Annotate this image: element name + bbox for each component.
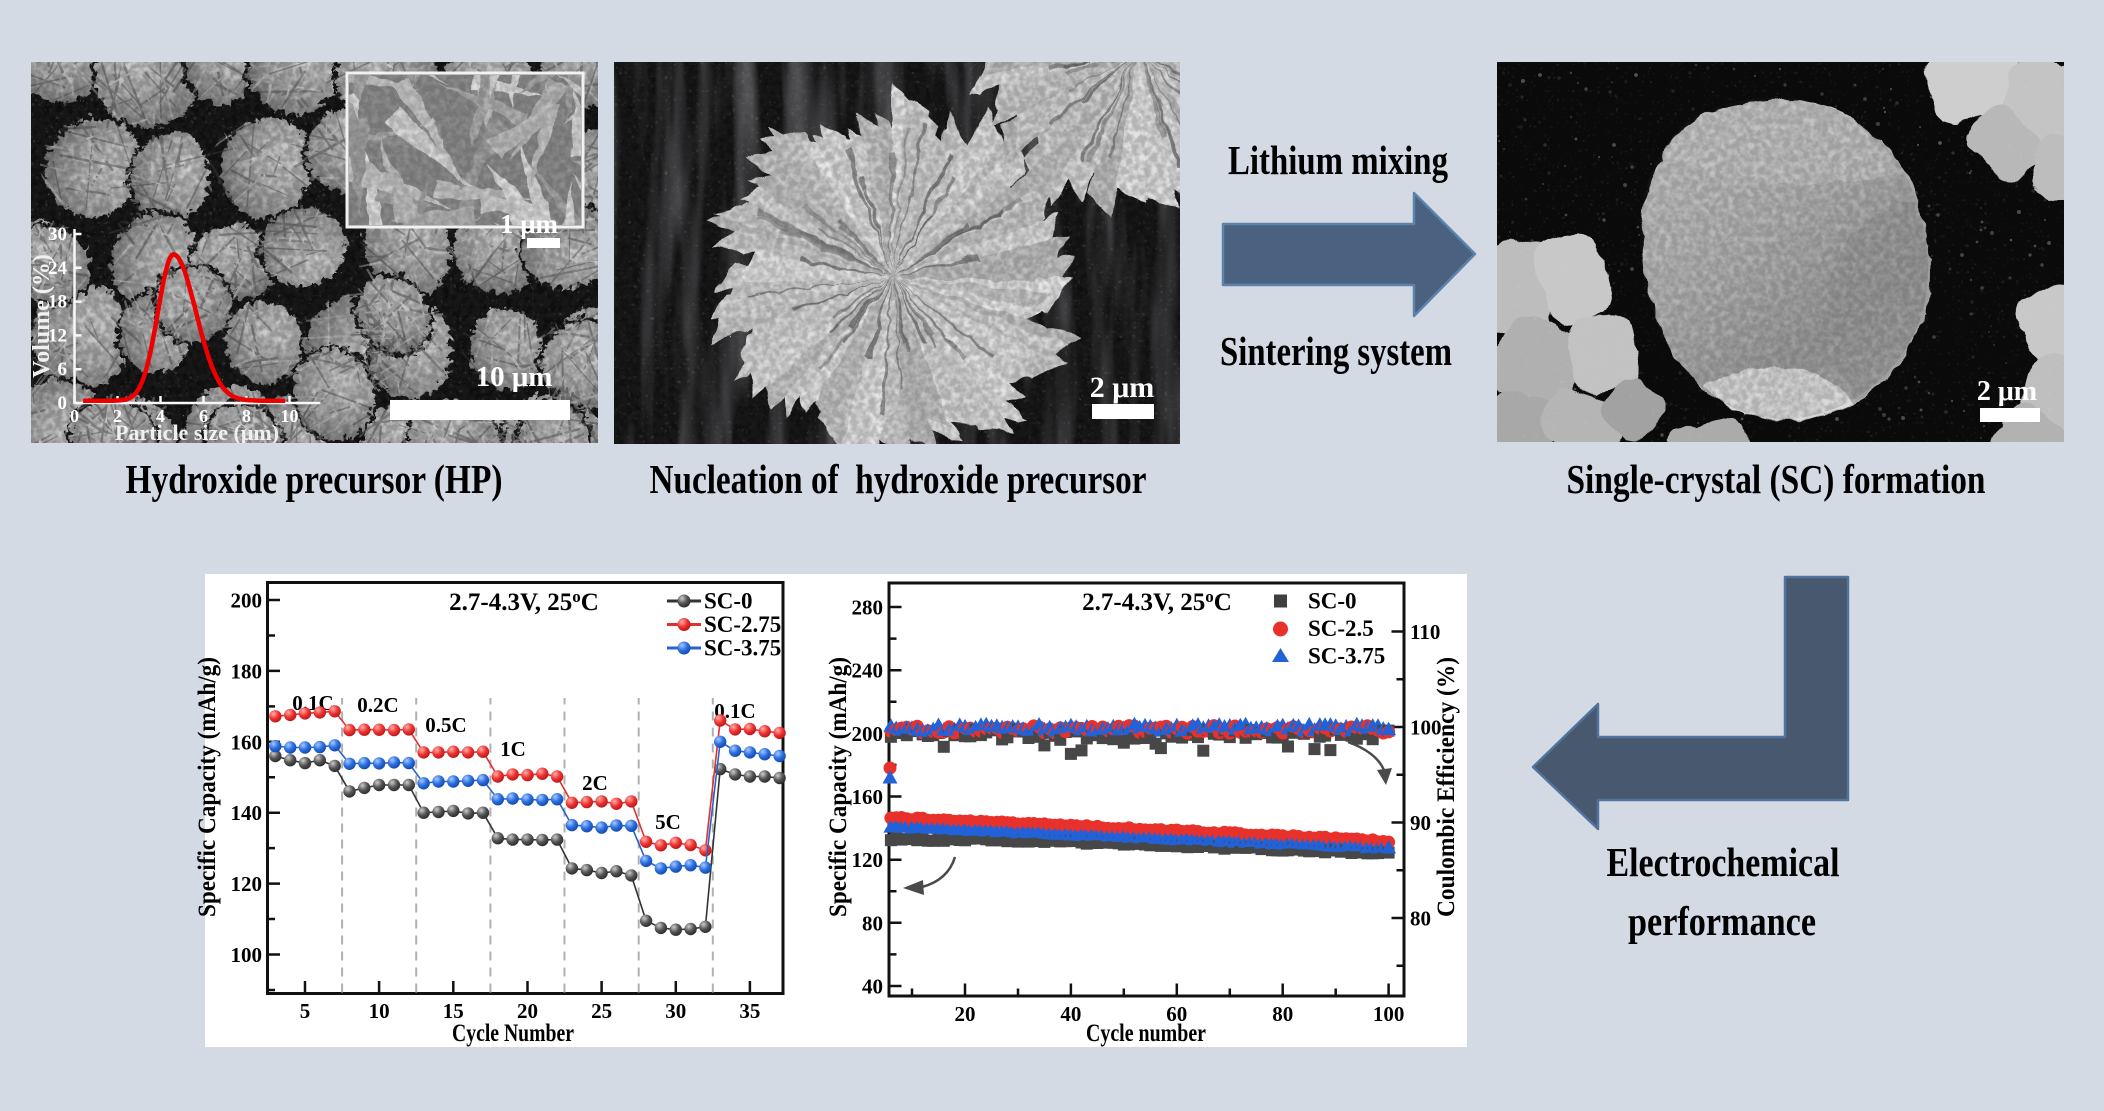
svg-text:100: 100 — [1373, 1002, 1405, 1026]
svg-text:5C: 5C — [655, 810, 681, 834]
svg-text:Specific Capacity (mAh/g): Specific Capacity (mAh/g) — [194, 657, 221, 917]
svg-text:SC-3.75: SC-3.75 — [704, 636, 781, 661]
svg-text:20: 20 — [955, 1002, 976, 1026]
svg-text:60: 60 — [1166, 1002, 1187, 1026]
svg-text:Hydroxide precursor (HP): Hydroxide precursor (HP) — [126, 456, 503, 502]
svg-text:30: 30 — [48, 224, 67, 245]
svg-text:200: 200 — [852, 722, 884, 746]
svg-text:0.1C: 0.1C — [292, 691, 333, 715]
svg-text:18: 18 — [48, 292, 67, 313]
svg-text:Lithium mixing: Lithium mixing — [1228, 137, 1448, 183]
svg-text:6: 6 — [58, 359, 68, 380]
svg-text:SC-0: SC-0 — [704, 589, 753, 614]
svg-text:280: 280 — [852, 596, 884, 620]
svg-text:10: 10 — [369, 999, 390, 1023]
svg-text:0.2C: 0.2C — [357, 693, 398, 717]
svg-text:110: 110 — [1410, 620, 1440, 644]
svg-text:12: 12 — [48, 325, 67, 346]
svg-text:0.5C: 0.5C — [425, 713, 466, 737]
svg-text:120: 120 — [852, 848, 884, 872]
svg-text:Nucleation of hydroxide precu: Nucleation of hydroxide precursor — [650, 456, 1147, 502]
svg-text:160: 160 — [231, 730, 263, 754]
svg-text:SC-2.75: SC-2.75 — [704, 612, 781, 637]
svg-text:180: 180 — [231, 659, 263, 683]
svg-text:10: 10 — [281, 406, 299, 426]
svg-text:1C: 1C — [500, 737, 526, 761]
svg-text:100: 100 — [231, 943, 263, 967]
svg-text:Cycle Number: Cycle Number — [452, 1020, 574, 1047]
svg-text:2C: 2C — [582, 771, 608, 795]
svg-text:0: 0 — [58, 393, 68, 414]
svg-text:120: 120 — [231, 872, 263, 896]
svg-text:Electrochemical: Electrochemical — [1607, 839, 1840, 885]
svg-text:80: 80 — [1272, 1002, 1293, 1026]
svg-text:Sintering system: Sintering system — [1220, 328, 1452, 374]
svg-text:5: 5 — [300, 999, 311, 1023]
svg-text:4: 4 — [156, 406, 165, 426]
svg-text:80: 80 — [862, 911, 883, 935]
svg-text:Coulombic Efficiency (%): Coulombic Efficiency (%) — [1433, 657, 1460, 917]
svg-text:40: 40 — [1060, 1002, 1081, 1026]
svg-text:2 μm: 2 μm — [1090, 371, 1155, 404]
svg-text:35: 35 — [739, 999, 760, 1023]
svg-text:0: 0 — [70, 406, 79, 426]
svg-text:performance: performance — [1628, 898, 1816, 944]
svg-text:10 μm: 10 μm — [476, 361, 553, 393]
svg-text:Volume (%): Volume (%) — [29, 254, 55, 378]
svg-text:SC-0: SC-0 — [1308, 589, 1357, 614]
svg-text:80: 80 — [1410, 907, 1431, 931]
svg-text:100: 100 — [1410, 716, 1442, 740]
svg-text:8: 8 — [242, 406, 251, 426]
svg-text:1 μm: 1 μm — [500, 209, 559, 239]
svg-text:Specific Capacity (mAh/g): Specific Capacity (mAh/g) — [825, 657, 852, 917]
svg-text:2 μm: 2 μm — [1977, 376, 2037, 407]
svg-text:Particle size (μm): Particle size (μm) — [115, 420, 279, 445]
svg-text:90: 90 — [1410, 811, 1431, 835]
svg-text:25: 25 — [591, 999, 612, 1023]
svg-text:SC-2.5: SC-2.5 — [1308, 616, 1374, 641]
svg-text:Cycle number: Cycle number — [1086, 1020, 1206, 1047]
svg-text:30: 30 — [665, 999, 686, 1023]
svg-text:15: 15 — [443, 999, 464, 1023]
svg-text:200: 200 — [231, 589, 263, 613]
svg-text:6: 6 — [199, 406, 208, 426]
svg-text:140: 140 — [231, 801, 263, 825]
svg-text:20: 20 — [517, 999, 538, 1023]
svg-text:24: 24 — [48, 258, 68, 279]
svg-text:240: 240 — [852, 659, 884, 683]
svg-text:160: 160 — [852, 785, 884, 809]
svg-text:2: 2 — [113, 406, 122, 426]
svg-text:SC-3.75: SC-3.75 — [1308, 644, 1385, 669]
svg-text:Single-crystal (SC) formation: Single-crystal (SC) formation — [1567, 456, 1986, 502]
svg-text:40: 40 — [862, 975, 883, 999]
